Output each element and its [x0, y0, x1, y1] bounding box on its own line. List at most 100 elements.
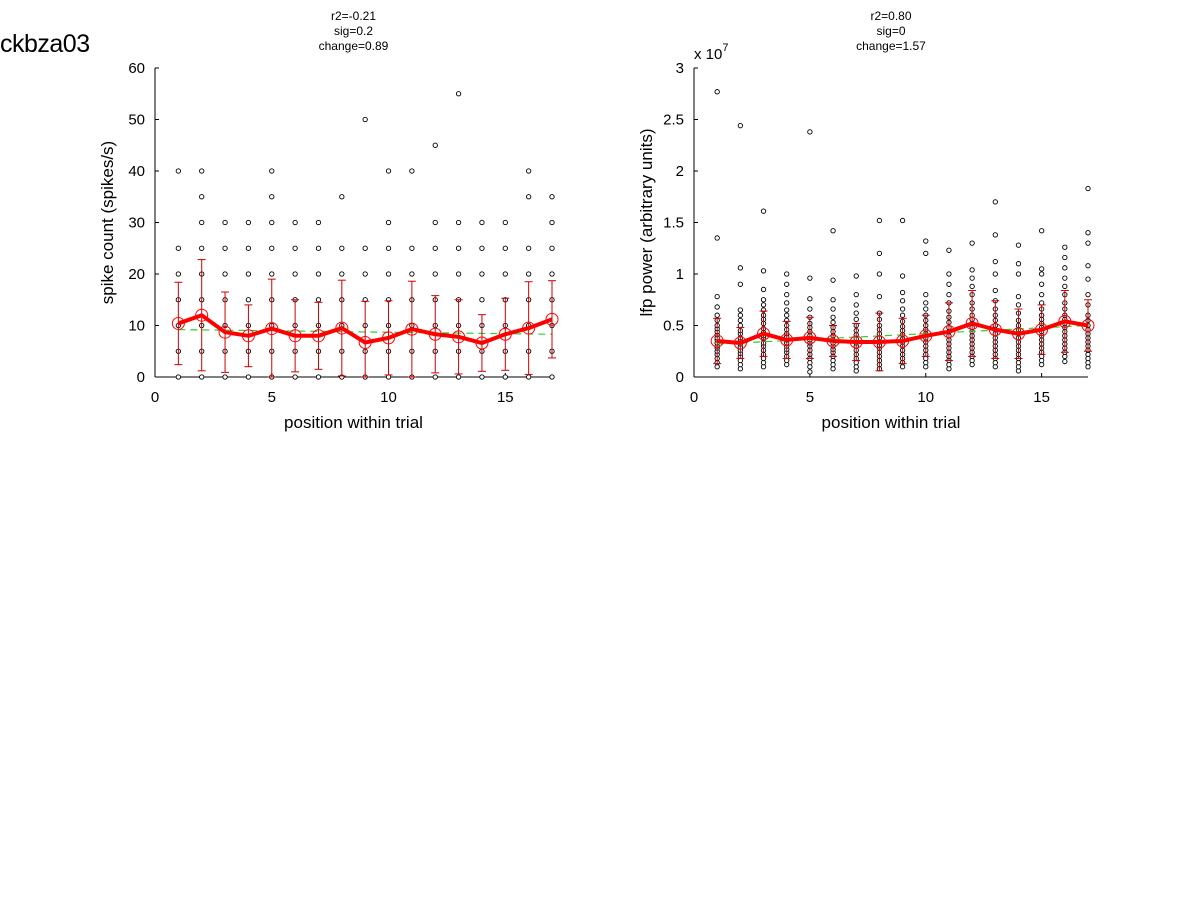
data-point: [714, 312, 720, 318]
x-tick-label: 5: [268, 389, 276, 406]
y-tick-label: 60: [128, 60, 145, 77]
data-point: [737, 317, 744, 323]
data-point: [245, 219, 252, 226]
data-point: [525, 374, 532, 380]
y-tick-label: 20: [128, 266, 145, 283]
data-point: [175, 168, 182, 174]
mean-marker: [311, 329, 325, 343]
data-point: [969, 275, 975, 281]
data-point: [385, 374, 392, 380]
data-point: [830, 277, 836, 283]
figure-title: ckbza03: [0, 30, 90, 58]
mean-marker: [452, 330, 466, 344]
data-point: [245, 271, 252, 277]
data-point: [549, 374, 555, 380]
data-point: [876, 250, 883, 257]
mean-marker: [1011, 327, 1025, 341]
data-point: [1085, 263, 1091, 269]
data-point: [479, 297, 485, 303]
mean-marker: [988, 323, 1002, 337]
data-point: [502, 219, 508, 226]
y-tick-label: 10: [128, 318, 145, 335]
data-point: [1062, 358, 1068, 365]
data-point: [502, 374, 508, 380]
mean-marker: [335, 321, 349, 335]
mean-marker: [849, 335, 863, 349]
data-point: [899, 217, 906, 224]
data-point: [315, 271, 322, 277]
data-point: [1085, 185, 1091, 192]
data-point: [292, 245, 298, 251]
data-point: [1015, 242, 1022, 248]
stat-line: r2=0.80: [870, 9, 911, 23]
data-point: [525, 168, 532, 174]
data-point: [923, 238, 929, 244]
mean-marker: [919, 329, 933, 343]
data-point: [899, 306, 906, 312]
mean-marker: [710, 334, 724, 348]
lfp-power-chart: 0 5 10 15 0 0.5 1 1.5 2 2.5 3 x 107 position within …: [637, 9, 1095, 432]
data-point: [923, 306, 929, 312]
mean-marker: [475, 336, 489, 350]
data-point: [455, 219, 462, 226]
data-point: [549, 245, 555, 251]
data-point: [432, 374, 438, 380]
data-point: [479, 374, 485, 380]
data-point: [549, 194, 555, 200]
data-point: [222, 374, 228, 380]
data-point: [784, 281, 790, 287]
data-point: [807, 129, 813, 135]
y-tick-label: 0: [137, 369, 145, 386]
data-point: [899, 289, 906, 296]
data-point: [807, 275, 813, 281]
y-tick-label: 2: [676, 163, 684, 180]
data-point: [269, 271, 275, 277]
y-tick-label: 1: [676, 266, 684, 283]
mean-marker: [265, 322, 279, 336]
data-point: [269, 194, 275, 200]
data-point: [853, 316, 859, 322]
data-point: [199, 245, 205, 251]
data-point: [502, 245, 508, 251]
y-tick-label: 30: [128, 215, 145, 232]
mean-marker: [405, 322, 419, 336]
data-point: [479, 245, 485, 251]
mean-marker: [288, 329, 302, 343]
data-point: [549, 219, 555, 226]
data-point: [432, 245, 438, 251]
mean-marker: [241, 329, 255, 343]
data-point: [502, 271, 508, 277]
mean-marker: [498, 327, 512, 341]
data-point: [807, 306, 813, 312]
data-point: [432, 219, 438, 226]
data-point: [1085, 276, 1091, 282]
data-point: [385, 168, 392, 174]
data-point: [784, 300, 790, 306]
spike-count-chart: 0 5 10 15 0 10 20 30 40 50 60 position within trial…: [98, 9, 559, 432]
mean-marker: [803, 331, 817, 345]
mean-marker: [965, 316, 979, 330]
data-point: [199, 194, 205, 200]
data-point: [807, 369, 813, 375]
data-point: [525, 194, 532, 200]
data-point: [946, 291, 952, 298]
data-point: [315, 245, 322, 251]
mean-marker: [545, 312, 559, 326]
data-point: [784, 271, 790, 277]
data-point: [269, 219, 275, 226]
data-point: [222, 271, 228, 277]
data-point: [1038, 281, 1045, 287]
data-point: [1085, 230, 1091, 236]
data-point: [737, 281, 744, 287]
data-point: [1062, 254, 1068, 261]
mean-marker: [780, 333, 794, 347]
data-point: [714, 235, 720, 241]
data-point: [714, 294, 720, 300]
data-point: [455, 91, 462, 97]
data-point: [175, 374, 182, 380]
data-point: [385, 219, 392, 226]
data-point: [969, 283, 975, 290]
data-point: [385, 245, 392, 251]
y-axis-label: lfp power (arbitrary units): [637, 128, 656, 316]
